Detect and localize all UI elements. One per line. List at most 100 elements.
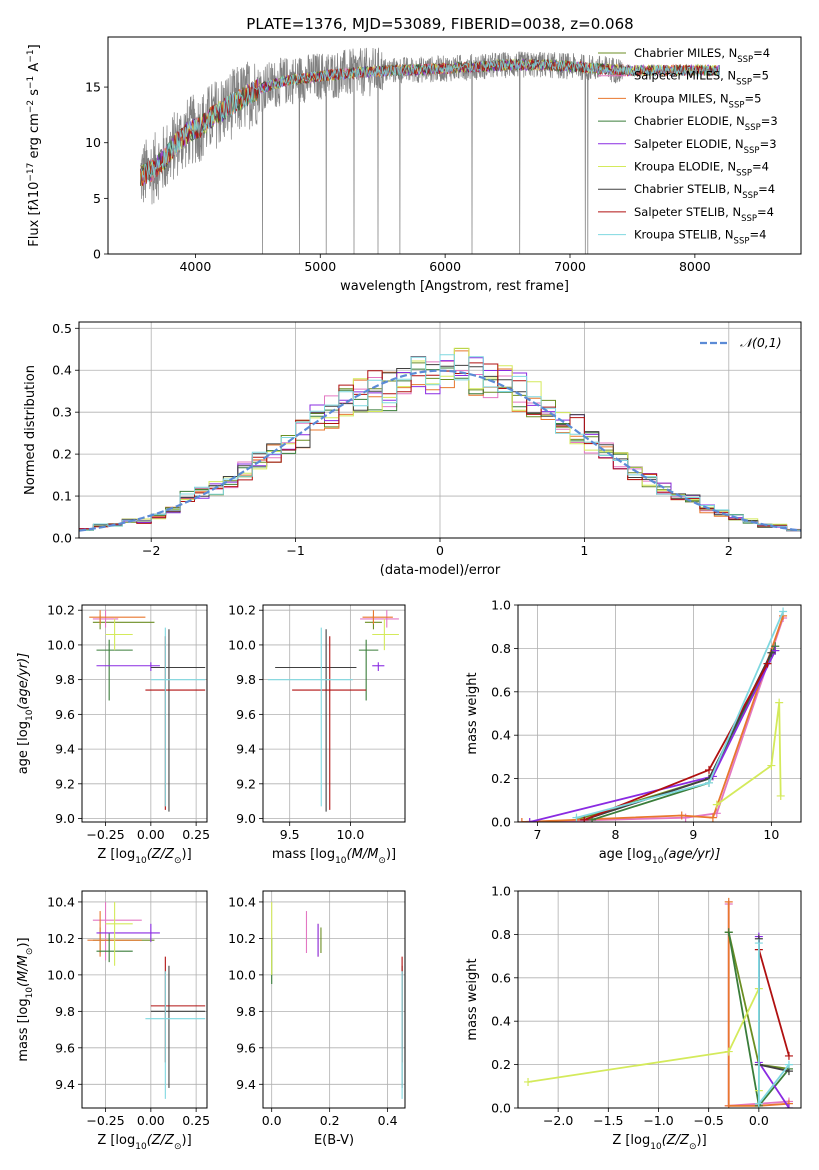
x-axis-label-part: (age/yr)] xyxy=(663,847,720,862)
y-tick-label: 9.6 xyxy=(55,1040,75,1055)
y-tick-label: 9.8 xyxy=(236,1004,256,1019)
error-bar-point xyxy=(362,610,393,625)
y-tick-label: 10.2 xyxy=(228,603,256,618)
observed-spectrum xyxy=(140,47,623,254)
legend-entry: Kroupa MILES, NSSP=5 xyxy=(634,91,761,110)
y-tick-label: 0.1 xyxy=(52,489,72,504)
y-tick-label: 10.4 xyxy=(228,894,256,909)
weight-marker xyxy=(580,815,589,822)
legend-entry-suffix: =4 xyxy=(752,160,769,174)
weight-line xyxy=(727,901,790,1107)
x-axis-label-part: (Z/Z xyxy=(662,1133,690,1148)
y-axis-label-part: 10 xyxy=(25,987,35,999)
y-tick-label: 0.8 xyxy=(491,927,511,942)
legend-entry-suffix: =4 xyxy=(753,46,770,60)
y-axis-label: Normed distribution xyxy=(23,365,38,495)
x-tick-label: 7000 xyxy=(554,259,586,274)
weight-line xyxy=(521,617,784,822)
weight-marker xyxy=(705,778,714,787)
weight-marker xyxy=(518,818,526,822)
legend-entry-label: Salpeter MILES, N xyxy=(634,69,736,83)
x-tick-label: 7 xyxy=(534,827,542,842)
axes-frame: −0.25 0.00 0.25 9.4 9.6 9.8 10.0 10.2 10.4 Z [log… xyxy=(16,890,210,1152)
x-tick-label: 8 xyxy=(611,827,619,842)
legend-entry-suffix: =3 xyxy=(760,137,777,151)
y-tick-label: 0.3 xyxy=(52,405,72,420)
error-bar-point xyxy=(275,629,357,812)
error-bar-point xyxy=(150,965,206,1088)
x-axis-label-part: 10 xyxy=(650,1142,662,1152)
y-tick-label: 0.2 xyxy=(52,447,72,462)
y-axis-label-part: )] xyxy=(16,937,31,947)
x-axis-label-part: 10 xyxy=(335,856,347,866)
figure-title: PLATE=1376, MJD=53089, FIBERID=0038, z=0… xyxy=(246,15,633,33)
x-tick-label: 0.25 xyxy=(182,827,210,842)
error-bar-point xyxy=(92,610,119,628)
weight-line xyxy=(521,615,784,822)
x-axis-label: Z [log10(Z/Z⊙)] xyxy=(612,1133,706,1152)
y-axis-label: age [log10(age/yr)] xyxy=(16,653,35,775)
y-axis-label-part: (M/M xyxy=(16,955,31,987)
weight-marker xyxy=(712,800,721,809)
y-tick-label: 9.6 xyxy=(236,1040,256,1055)
x-axis-label-part: age [log xyxy=(599,847,652,862)
y-tick-label: 0.4 xyxy=(491,1014,511,1029)
legend-entry-sub: SSP xyxy=(736,78,752,88)
weight-marker xyxy=(754,939,763,948)
legend-entry-sub: SSP xyxy=(741,214,757,224)
x-axis-label-part: 10 xyxy=(652,856,664,866)
axes-border xyxy=(81,604,208,823)
error-bar-point xyxy=(372,618,399,651)
axes-frame: −2.0 −1.5 −1.0 −0.5 0.0 0.0 0.2 0.4 0.6 0.8 1.0 Z [… xyxy=(465,884,802,1152)
y-axis-label-part: −2 xyxy=(26,100,36,113)
x-axis-label-part: (Z/Z xyxy=(147,847,175,862)
error-bar-point xyxy=(105,901,133,966)
weight-marker xyxy=(524,1077,533,1086)
x-axis-label-part: mass [log xyxy=(272,847,335,862)
weight-marker xyxy=(784,1051,793,1060)
y-axis-label-part: 10 xyxy=(25,709,35,721)
weight-line xyxy=(716,702,782,806)
error-bar-point xyxy=(358,639,379,701)
error-bar-point xyxy=(360,610,399,628)
y-tick-label: 10.4 xyxy=(47,894,75,909)
legend-entry-sub: SSP xyxy=(736,169,752,179)
legend-entry-label: Chabrier STELIB, N xyxy=(634,182,742,196)
y-axis-label-part: λ xyxy=(27,198,42,207)
y-axis-label-part: erg cm xyxy=(27,113,42,162)
weight-vs-metallicity-panel: −2.0 −1.5 −1.0 −0.5 0.0 0.0 0.2 0.4 0.6 0.8 1.0 Z [… xyxy=(465,884,802,1152)
weight-marker xyxy=(724,1047,733,1056)
plot-area xyxy=(140,47,720,254)
legend-entry-sub: SSP xyxy=(737,55,753,65)
error-bar-point xyxy=(89,610,146,625)
legend-entry: Salpeter ELODIE, NSSP=3 xyxy=(634,137,777,156)
y-tick-label: 0.6 xyxy=(491,684,511,699)
y-axis-label: mass [log10(M/M⊙)] xyxy=(16,937,35,1061)
weight-marker xyxy=(784,1060,793,1069)
error-bar-point xyxy=(96,662,160,671)
legend-entry: Chabrier STELIB, NSSP=4 xyxy=(634,182,775,201)
plot-area xyxy=(271,901,403,1099)
x-tick-label: −2.0 xyxy=(543,1113,573,1128)
y-axis-label-part: ] xyxy=(27,44,42,49)
axes-frame: 0.0 0.2 0.4 9.4 9.6 9.8 10.0 10.2 10.4 E(B-V) xyxy=(228,890,406,1148)
x-axis-label-part: )] xyxy=(386,847,396,862)
y-tick-label: 0.6 xyxy=(491,970,511,985)
y-tick-label: 1.0 xyxy=(491,884,511,899)
y-axis-label-part: ⊙ xyxy=(25,948,35,956)
legend-entry-sub: SSP xyxy=(742,191,758,201)
legend-entry: Salpeter MILES, NSSP=5 xyxy=(634,69,769,88)
x-axis-label: wavelength [Angstrom, rest frame] xyxy=(340,279,569,294)
error-bar-point xyxy=(150,627,206,807)
axes-border xyxy=(517,890,802,1109)
y-tick-label: 0.0 xyxy=(491,815,511,830)
axes-border xyxy=(262,890,406,1109)
weight-marker xyxy=(784,1104,793,1108)
x-tick-label: −1 xyxy=(286,543,304,558)
y-tick-label: 9.2 xyxy=(236,776,256,791)
y-axis-label: Flux [fλ10−17 erg cm−2 s−1 A−1] xyxy=(26,44,42,246)
y-tick-label: 0.8 xyxy=(491,641,511,656)
x-axis-label-part: Z [log xyxy=(612,1133,650,1148)
y-axis-label: mass weight xyxy=(465,672,480,754)
